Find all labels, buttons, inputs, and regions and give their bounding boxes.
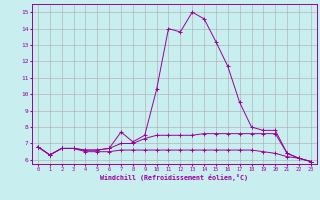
X-axis label: Windchill (Refroidissement éolien,°C): Windchill (Refroidissement éolien,°C) xyxy=(100,174,248,181)
